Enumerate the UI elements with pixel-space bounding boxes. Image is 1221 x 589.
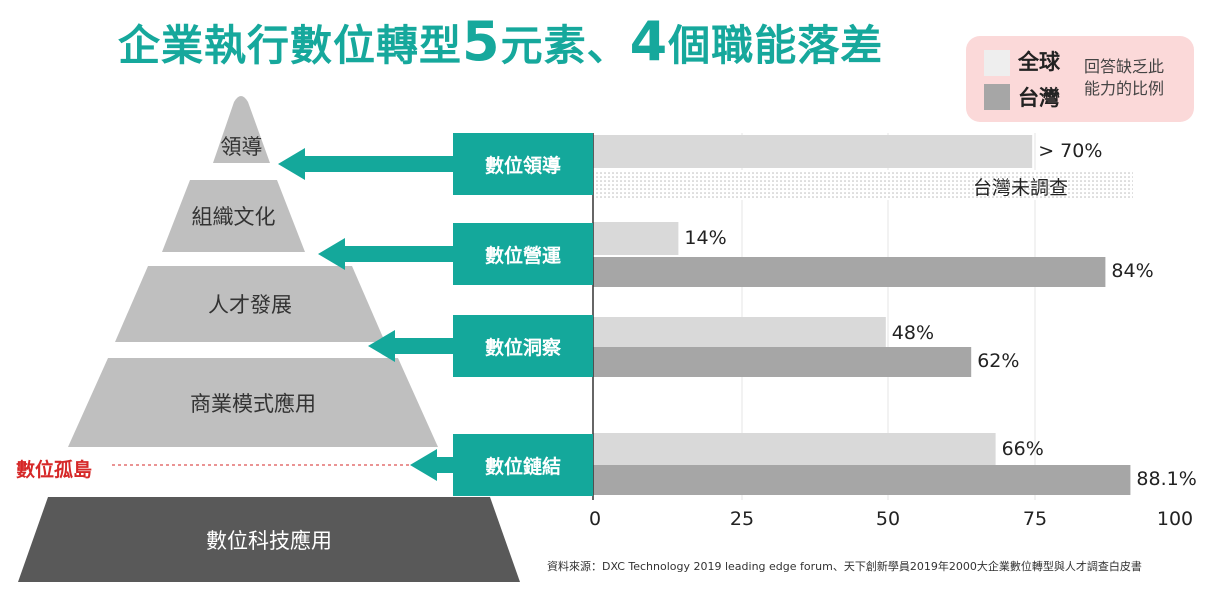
bar-taiwan bbox=[593, 170, 1133, 200]
data-label: 88.1% bbox=[1136, 468, 1197, 490]
data-label: 14% bbox=[684, 227, 727, 249]
arrow-icon bbox=[318, 238, 453, 270]
data-label: 66% bbox=[1001, 438, 1044, 460]
tier-business: 商業模式應用 bbox=[190, 391, 316, 416]
x-tick: 25 bbox=[729, 508, 755, 530]
arrow-icon bbox=[278, 148, 453, 180]
x-tick: 0 bbox=[588, 508, 602, 530]
arrow-icon bbox=[410, 449, 453, 481]
tier-leadership: 領導 bbox=[220, 134, 263, 159]
x-tick: 50 bbox=[875, 508, 901, 530]
tier-talent: 人才發展 bbox=[208, 293, 292, 317]
legend-swatch-taiwan bbox=[984, 84, 1010, 110]
legend-note: 能力的比例 bbox=[1084, 79, 1165, 98]
x-tick: 75 bbox=[1022, 508, 1048, 530]
bar-taiwan bbox=[593, 257, 1106, 287]
bar-global bbox=[593, 317, 886, 350]
data-label: 台灣未調查 bbox=[973, 177, 1069, 199]
data-label: 62% bbox=[977, 350, 1020, 372]
tier-culture: 組織文化 bbox=[191, 205, 276, 229]
tier-3-shape bbox=[115, 266, 385, 342]
legend-global: 全球 bbox=[1018, 50, 1060, 74]
data-label: 48% bbox=[891, 322, 935, 344]
tier-technology: 數位科技應用 bbox=[206, 528, 332, 553]
arrows bbox=[278, 148, 453, 481]
page-title: 企業執行數位轉型5元素、4個職能落差 bbox=[118, 10, 884, 73]
category-label: 數位洞察 bbox=[453, 315, 593, 377]
arrow-icon bbox=[368, 330, 453, 362]
tier-1-shape bbox=[213, 96, 270, 163]
bar-taiwan bbox=[593, 347, 972, 377]
category-label: 數位營運 bbox=[453, 223, 593, 285]
bar-global bbox=[593, 433, 996, 466]
data-label: > 70% bbox=[1038, 140, 1103, 162]
legend-note: 回答缺乏此 bbox=[1084, 57, 1165, 76]
bar-global bbox=[593, 135, 1033, 168]
legend-taiwan: 台灣 bbox=[1018, 86, 1060, 110]
tier-4-shape bbox=[68, 358, 438, 447]
source-note: 資料來源：DXC Technology 2019 leading edge fo… bbox=[547, 560, 1142, 573]
category-label: 數位鏈結 bbox=[453, 434, 593, 496]
bar-global bbox=[593, 222, 679, 255]
tier-5-shape bbox=[18, 497, 520, 582]
category-label: 數位領導 bbox=[453, 133, 593, 195]
bar-taiwan bbox=[593, 465, 1131, 495]
data-label: 84% bbox=[1111, 260, 1154, 282]
legend-swatch-global bbox=[984, 50, 1010, 76]
x-tick: 100 bbox=[1156, 508, 1194, 530]
tier-2-shape bbox=[162, 180, 305, 252]
legend: 全球 台灣 回答缺乏此 能力的比例 bbox=[966, 36, 1194, 122]
gap-label: 數位孤島 bbox=[16, 459, 93, 481]
